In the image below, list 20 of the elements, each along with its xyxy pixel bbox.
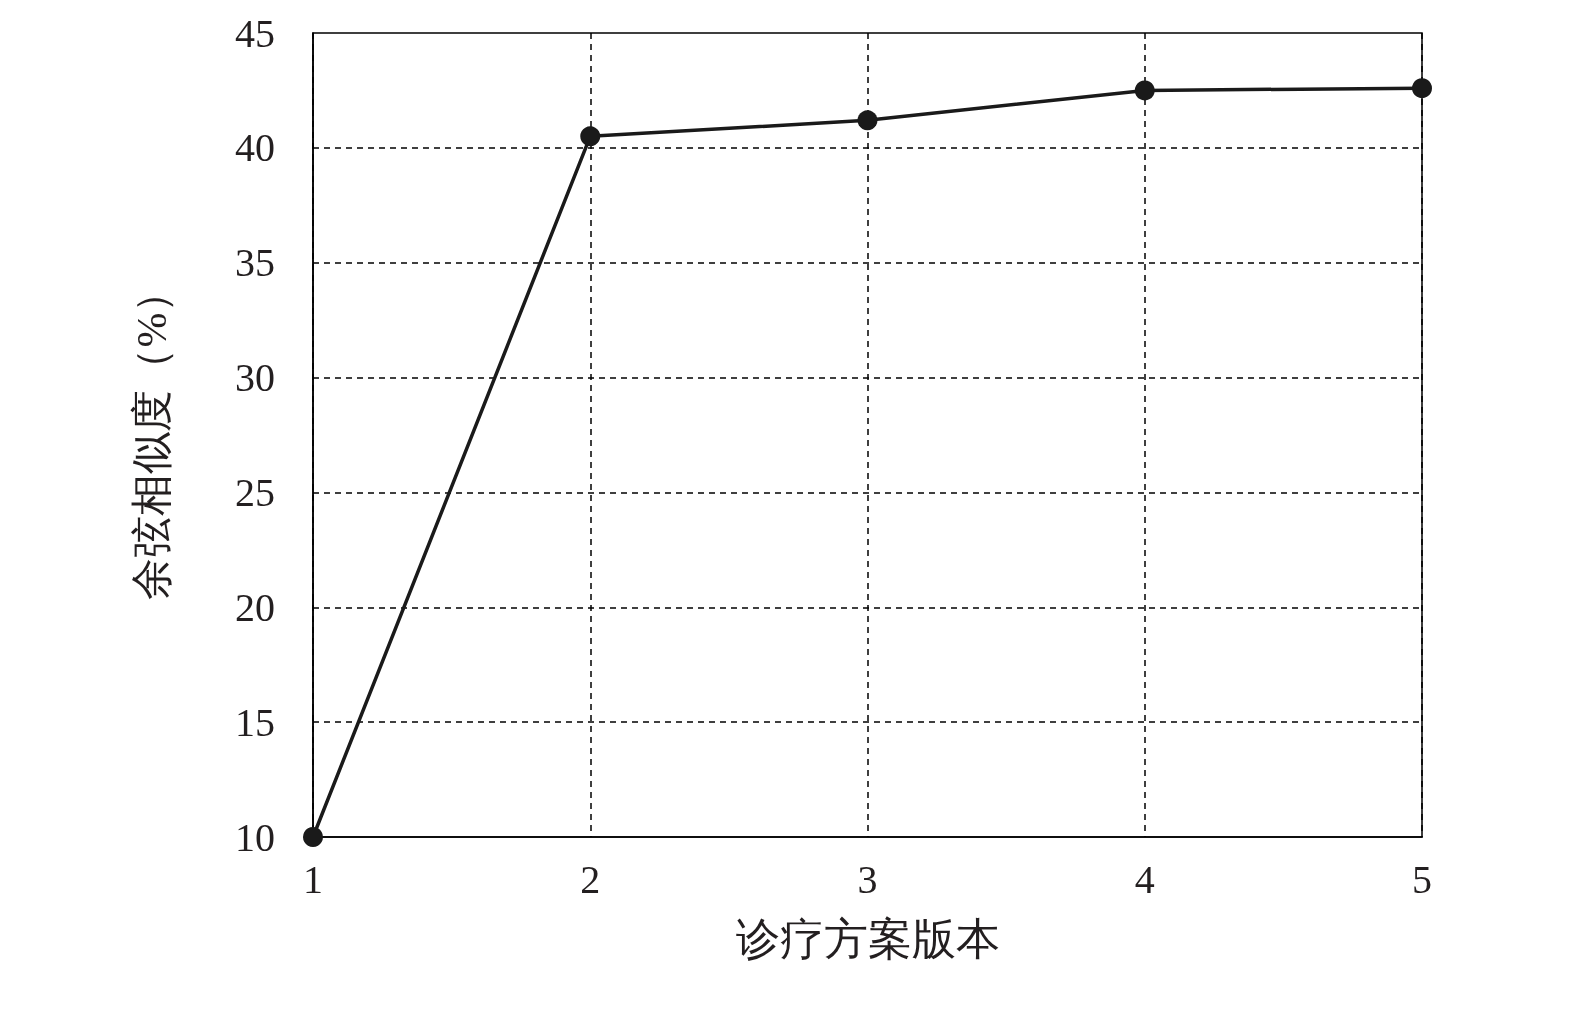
x-tick-label: 2 <box>580 856 601 902</box>
point <box>1412 78 1432 99</box>
point <box>580 126 601 147</box>
y-tick-label: 45 <box>235 10 275 56</box>
point <box>303 827 323 847</box>
y-tick-label: 10 <box>235 814 275 860</box>
point <box>857 110 878 131</box>
x-axis-title: 诊疗方案版本 <box>735 914 1000 964</box>
x-tick-label: 3 <box>857 856 878 902</box>
y-tick-label: 30 <box>235 355 275 401</box>
x-tick-label: 4 <box>1134 856 1155 902</box>
point <box>1134 80 1155 101</box>
y-tick-label: 20 <box>235 584 275 630</box>
y-tick-label: 35 <box>235 240 275 286</box>
y-axis-title: 余弦相似度（%） <box>129 270 175 600</box>
x-tick-label: 1 <box>303 856 323 902</box>
y-tick-label: 15 <box>235 699 275 745</box>
x-tick-label: 5 <box>1412 856 1432 902</box>
y-tick-label: 40 <box>235 125 275 171</box>
y-tick-label: 25 <box>235 469 275 515</box>
